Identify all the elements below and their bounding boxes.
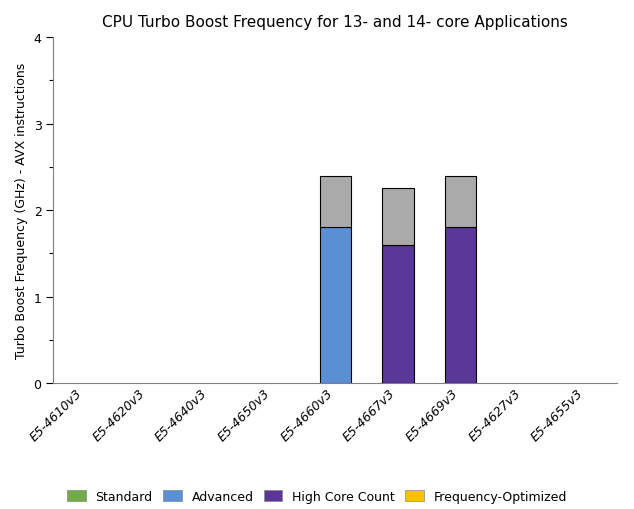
Bar [382,189,414,245]
Title: CPU Turbo Boost Frequency for 13- and 14- core Applications: CPU Turbo Boost Frequency for 13- and 14… [103,15,568,30]
Legend: Standard, Advanced, High Core Count, Frequency-Optimized: Standard, Advanced, High Core Count, Fre… [62,485,572,508]
Bar [382,245,414,383]
Bar [320,176,351,228]
Bar [445,228,476,383]
Bar [320,228,351,383]
Y-axis label: Turbo Boost Frequency (GHz) - AVX instructions: Turbo Boost Frequency (GHz) - AVX instru… [15,63,28,358]
Bar [445,176,476,228]
